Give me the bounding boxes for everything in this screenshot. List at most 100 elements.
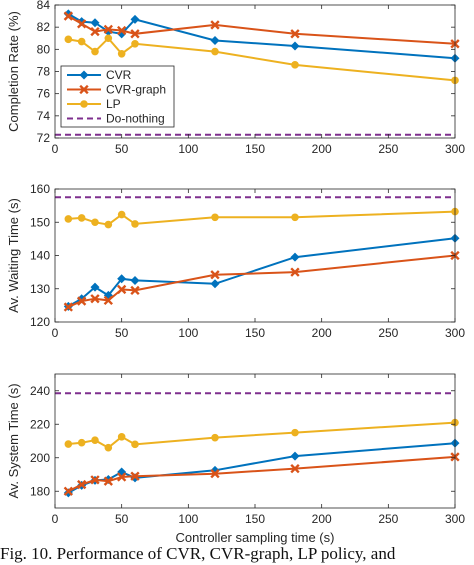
data-point: [80, 100, 88, 108]
chart-panel-1: 0 50 100 150 200 250 300 72 74 76 78 80 82 84 Completi…: [6, 0, 465, 156]
y-axis-label: Completion Rate (%): [6, 11, 21, 132]
legend-box: [60, 65, 175, 128]
data-point: [130, 29, 140, 39]
x-axis-label: Controller sampling time (s): [176, 530, 335, 545]
x-tick-label: 0: [52, 142, 59, 156]
x-tick-label: 250: [378, 326, 398, 340]
y-axis-label: Av. Waiting Time (s): [6, 198, 21, 313]
data-point: [90, 282, 100, 292]
data-point: [117, 49, 126, 58]
x-tick-label: 100: [178, 326, 198, 340]
data-point: [130, 14, 140, 24]
data-point: [63, 302, 73, 312]
x-tick-label: 50: [115, 142, 129, 156]
y-tick-label: 220: [30, 417, 50, 431]
x-tick-label: 300: [445, 512, 465, 526]
x-tick-label: 300: [445, 326, 465, 340]
y-tick-label: 84: [37, 0, 51, 12]
data-point: [291, 213, 299, 222]
data-point: [103, 24, 113, 35]
chart-panel-2: 0 50 100 150 200 250 300 120 130 140 150 160 Av. Wai…: [6, 182, 465, 340]
data-point: [131, 440, 139, 449]
data-point: [130, 285, 140, 296]
data-point: [210, 35, 220, 45]
x-tick-label: 250: [378, 512, 398, 526]
data-point: [117, 274, 127, 284]
data-point: [63, 9, 73, 19]
data-point: [290, 267, 300, 277]
data-point: [103, 295, 113, 306]
data-point: [290, 252, 300, 262]
data-point: [117, 472, 127, 482]
y-tick-label: 80: [37, 42, 51, 56]
data-point: [79, 70, 89, 80]
data-point: [77, 17, 87, 27]
data-point: [291, 61, 299, 69]
data-point: [117, 284, 127, 295]
y-tick-label: 78: [37, 65, 51, 79]
data-point: [130, 275, 140, 285]
data-point: [104, 34, 113, 43]
data-point: [290, 451, 300, 461]
data-point: [117, 210, 126, 219]
x-tick-label: 300: [445, 142, 465, 156]
series-line: [68, 421, 456, 449]
series-line: [67, 254, 456, 308]
data-point: [211, 47, 219, 56]
x-tick-label: 250: [378, 142, 398, 156]
data-point: [211, 433, 219, 442]
y-tick-label: 160: [30, 182, 50, 196]
x-tick-label: 150: [245, 512, 265, 526]
data-point: [91, 436, 99, 444]
x-tick-label: 150: [245, 142, 265, 156]
data-point: [131, 220, 139, 228]
data-point: [90, 475, 100, 485]
data-point: [130, 471, 140, 481]
data-point: [210, 20, 220, 30]
data-point: [63, 486, 73, 496]
data-point: [291, 428, 299, 437]
data-point: [63, 11, 73, 21]
y-tick-label: 150: [30, 215, 50, 229]
legend-label: CVR-graph: [106, 83, 166, 97]
data-point: [131, 39, 139, 48]
y-tick-label: 120: [30, 315, 50, 329]
x-tick-label: 50: [115, 512, 129, 526]
data-point: [103, 476, 113, 486]
y-tick-label: 82: [37, 20, 51, 34]
y-tick-label: 76: [37, 87, 51, 101]
chart-panel-3: 0 50 100 150 200 250 300 180 200 220 240 Av. System…: [6, 373, 465, 545]
data-point: [211, 213, 219, 222]
x-tick-label: 200: [312, 512, 332, 526]
y-tick-label: 240: [30, 384, 50, 398]
x-tick-label: 0: [52, 326, 59, 340]
data-point: [77, 438, 86, 447]
data-point: [64, 440, 73, 448]
y-tick-label: 140: [30, 249, 50, 263]
data-point: [290, 41, 300, 51]
data-point: [210, 270, 220, 280]
data-point: [77, 214, 86, 222]
data-point: [210, 469, 220, 479]
x-tick-label: 100: [178, 142, 198, 156]
data-point: [210, 279, 220, 289]
y-axis-label: Av. System Time (s): [6, 383, 21, 498]
series-line: [67, 442, 456, 494]
y-tick-label: 200: [30, 451, 50, 465]
data-point: [90, 294, 100, 304]
data-point: [77, 37, 86, 46]
data-point: [290, 463, 300, 474]
y-tick-label: 130: [30, 282, 50, 296]
data-point: [290, 29, 300, 39]
y-tick-label: 74: [37, 109, 51, 123]
x-tick-label: 200: [312, 326, 332, 340]
data-point: [64, 215, 73, 223]
legend-label: CVR: [106, 68, 132, 82]
data-point: [104, 443, 113, 452]
data-point: [77, 19, 87, 29]
data-point: [117, 25, 127, 36]
data-point: [91, 47, 99, 56]
x-tick-label: 200: [312, 142, 332, 156]
